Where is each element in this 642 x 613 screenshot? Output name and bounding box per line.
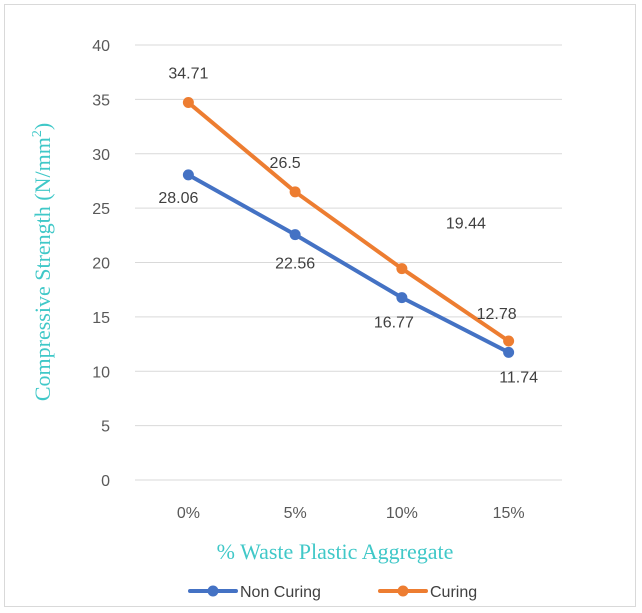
series-line-curing (186, 100, 511, 344)
y-tick-label: 10 (92, 364, 110, 381)
y-tick-label: 40 (92, 38, 110, 55)
data-label: 26.5 (270, 155, 301, 172)
data-labels: 28.06 22.56 16.77 11.74 34.71 26.5 19.44 12.78 (158, 66, 538, 387)
legend-label: Non Curing (240, 584, 321, 601)
data-label: 19.44 (446, 216, 486, 233)
x-axis-ticks: 0% 5% 10% 15% (177, 505, 525, 522)
data-point (503, 335, 515, 347)
chart-frame (4, 4, 636, 607)
series-lines (182, 97, 515, 358)
legend-swatch-marker (207, 585, 219, 597)
data-label: 16.77 (374, 315, 414, 332)
x-tick-label: 5% (284, 505, 307, 522)
y-tick-label: 30 (92, 147, 110, 164)
legend-swatch-marker (397, 585, 409, 597)
x-axis-title: % Waste Plastic Aggregate (217, 539, 454, 564)
series-line-non-curing (186, 172, 511, 355)
legend: Non Curing Curing (188, 584, 477, 601)
y-axis-title: Compressive Strength (N/mm2) (30, 123, 55, 401)
data-label: 34.71 (168, 66, 208, 83)
data-label: 28.06 (158, 190, 198, 207)
grid-lines (135, 44, 562, 481)
legend-label: Curing (430, 584, 477, 601)
data-point (289, 186, 301, 198)
y-tick-label: 15 (92, 310, 110, 327)
data-point (503, 346, 515, 358)
data-point (396, 263, 408, 275)
data-point (182, 97, 194, 109)
y-axis-ticks: 0 5 10 15 20 25 30 35 40 (92, 38, 110, 490)
y-axis-title-superscript: 2 (30, 130, 45, 137)
y-tick-label: 25 (92, 201, 110, 218)
data-label: 22.56 (275, 256, 315, 273)
data-point (289, 229, 301, 241)
y-tick-label: 0 (101, 473, 110, 490)
x-tick-label: 15% (493, 505, 525, 522)
data-point (182, 169, 194, 181)
y-axis-title-close: ) (30, 123, 55, 130)
y-tick-label: 20 (92, 256, 110, 273)
x-tick-label: 0% (177, 505, 200, 522)
y-tick-label: 5 (101, 419, 110, 436)
y-axis-title-main: Compressive Strength (N/mm (30, 137, 55, 401)
data-label: 12.78 (477, 306, 517, 323)
x-tick-label: 10% (386, 505, 418, 522)
data-point (396, 292, 408, 304)
data-label: 11.74 (499, 369, 538, 386)
y-tick-label: 35 (92, 92, 110, 109)
